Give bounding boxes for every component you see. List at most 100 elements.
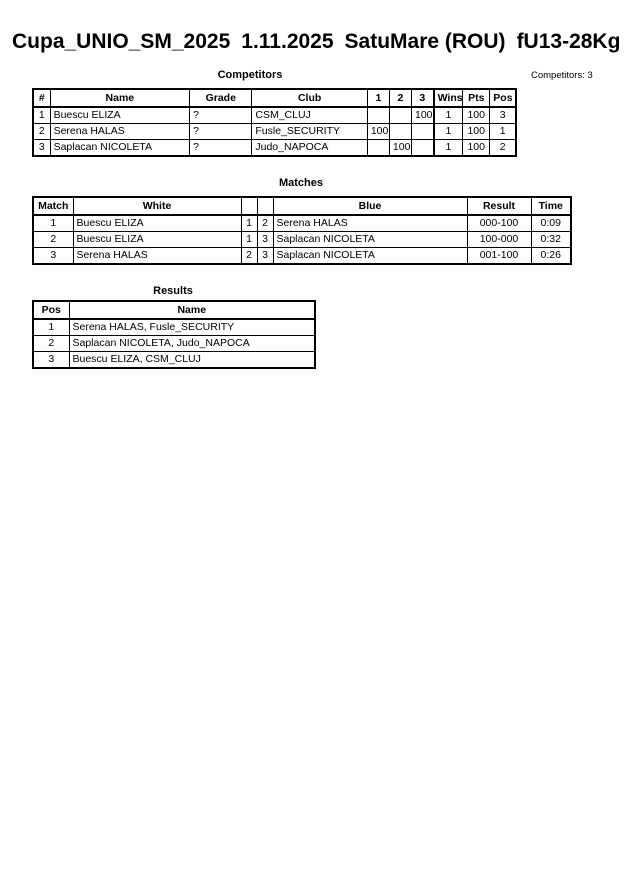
competitors-count: Competitors: 3	[531, 70, 593, 81]
page-title: Cupa_UNIO_SM_2025 1.11.2025 SatuMare (ROU)…	[12, 29, 620, 55]
table-row: 1 Serena HALAS, Fusle_SECURITY	[32, 318, 316, 336]
cell-wins: 1	[432, 106, 464, 124]
cell-match: 2	[32, 231, 74, 248]
cell-white: Buescu ELIZA	[72, 214, 242, 232]
cell-wins: 1	[432, 123, 464, 140]
cell-club: Judo_NAPOCA	[251, 139, 368, 157]
cell-pos: 1	[32, 318, 70, 336]
results-header-row: Pos Name	[32, 300, 316, 320]
col-name: Name	[49, 88, 191, 108]
cell-match-1	[366, 139, 390, 157]
col-match: Match	[32, 196, 74, 216]
cell-number: 2	[32, 123, 51, 140]
cell-match-1: 100	[366, 123, 390, 140]
cell-result: 000-100	[466, 214, 532, 232]
cell-name: Buescu ELIZA, CSM_CLUJ	[68, 351, 316, 369]
page-title-bar: Cupa_UNIO_SM_2025 1.11.2025 SatuMare (ROU)…	[0, 29, 630, 57]
matches-heading: Matches	[278, 177, 324, 189]
cell-name: Buescu ELIZA	[49, 106, 191, 124]
cell-time: 0:26	[530, 247, 572, 265]
cell-match-3	[410, 123, 435, 140]
cell-time: 0:09	[530, 214, 572, 232]
cell-white-number: 1	[240, 214, 258, 232]
cell-club: CSM_CLUJ	[251, 106, 368, 124]
cell-pts: 100	[462, 139, 491, 157]
col-match-3: 3	[410, 88, 435, 108]
cell-pos: 3	[32, 351, 70, 369]
matches-header-row: Match White Blue Result Time	[32, 196, 572, 216]
cell-result: 001-100	[466, 247, 532, 265]
col-name: Name	[68, 300, 316, 320]
cell-blue: Saplacan NICOLETA	[272, 247, 468, 265]
cell-pts: 100	[462, 106, 491, 124]
col-pos: Pos	[32, 300, 70, 320]
col-white: White	[72, 196, 242, 216]
col-number: #	[32, 88, 51, 108]
cell-pos: 3	[489, 106, 517, 124]
cell-grade: ?	[189, 139, 253, 157]
matches-table: Match White Blue Result Time 1 Buescu EL…	[32, 196, 572, 265]
title-category: fU13-28Kg	[516, 30, 621, 53]
cell-white: Serena HALAS	[72, 247, 242, 265]
cell-blue-number: 3	[256, 247, 274, 265]
table-row: 1 Buescu ELIZA ? CSM_CLUJ 100 1 100 3	[32, 106, 517, 124]
table-row: 3 Buescu ELIZA, CSM_CLUJ	[32, 351, 316, 369]
cell-blue: Serena HALAS	[272, 214, 468, 232]
cell-match-3: 100	[410, 106, 435, 124]
col-grade: Grade	[189, 88, 253, 108]
cell-match: 1	[32, 214, 74, 232]
competitors-header-row: # Name Grade Club 1 2 3 Wins Pts Pos	[32, 88, 517, 108]
col-club: Club	[251, 88, 368, 108]
cell-white: Buescu ELIZA	[72, 231, 242, 248]
title-tournament: Cupa_UNIO_SM_2025	[12, 30, 231, 53]
cell-wins: 1	[432, 139, 464, 157]
cell-white-number: 2	[240, 247, 258, 265]
cell-match-1	[366, 106, 390, 124]
cell-match-2: 100	[388, 139, 413, 157]
competitors-heading: Competitors	[217, 69, 283, 81]
cell-name: Saplacan NICOLETA	[49, 139, 191, 157]
cell-grade: ?	[189, 123, 253, 140]
cell-match: 3	[32, 247, 74, 265]
col-match-2: 2	[388, 88, 413, 108]
results-heading: Results	[153, 285, 193, 297]
table-row: 2 Serena HALAS ? Fusle_SECURITY 100 1 10…	[32, 123, 517, 140]
table-row: 3 Saplacan NICOLETA ? Judo_NAPOCA 100 1 …	[32, 139, 517, 157]
cell-pos: 2	[32, 335, 70, 352]
results-table: Pos Name 1 Serena HALAS, Fusle_SECURITY …	[32, 300, 316, 369]
col-white-number	[240, 196, 258, 216]
table-row: 2 Buescu ELIZA 1 3 Saplacan NICOLETA 100…	[32, 231, 572, 248]
title-location: SatuMare (ROU)	[344, 30, 506, 53]
title-date: 1.11.2025	[241, 30, 334, 53]
cell-number: 1	[32, 106, 51, 124]
table-row: 2 Saplacan NICOLETA, Judo_NAPOCA	[32, 335, 316, 352]
col-pos: Pos	[489, 88, 517, 108]
cell-match-2	[388, 106, 413, 124]
cell-blue-number: 3	[256, 231, 274, 248]
cell-white-number: 1	[240, 231, 258, 248]
table-row: 3 Serena HALAS 2 3 Saplacan NICOLETA 001…	[32, 247, 572, 265]
cell-blue: Saplacan NICOLETA	[272, 231, 468, 248]
cell-match-2	[388, 123, 413, 140]
col-result: Result	[466, 196, 532, 216]
cell-name: Serena HALAS	[49, 123, 191, 140]
cell-number: 3	[32, 139, 51, 157]
table-row: 1 Buescu ELIZA 1 2 Serena HALAS 000-100 …	[32, 214, 572, 232]
col-match-1: 1	[366, 88, 390, 108]
cell-pos: 2	[489, 139, 517, 157]
col-wins: Wins	[432, 88, 464, 108]
col-blue: Blue	[272, 196, 468, 216]
cell-grade: ?	[189, 106, 253, 124]
col-time: Time	[530, 196, 572, 216]
cell-name: Saplacan NICOLETA, Judo_NAPOCA	[68, 335, 316, 352]
cell-blue-number: 2	[256, 214, 274, 232]
col-pts: Pts	[462, 88, 491, 108]
col-blue-number	[256, 196, 274, 216]
cell-club: Fusle_SECURITY	[251, 123, 368, 140]
cell-pos: 1	[489, 123, 517, 140]
cell-name: Serena HALAS, Fusle_SECURITY	[68, 318, 316, 336]
cell-time: 0:32	[530, 231, 572, 248]
cell-match-3	[410, 139, 435, 157]
cell-result: 100-000	[466, 231, 532, 248]
cell-pts: 100	[462, 123, 491, 140]
